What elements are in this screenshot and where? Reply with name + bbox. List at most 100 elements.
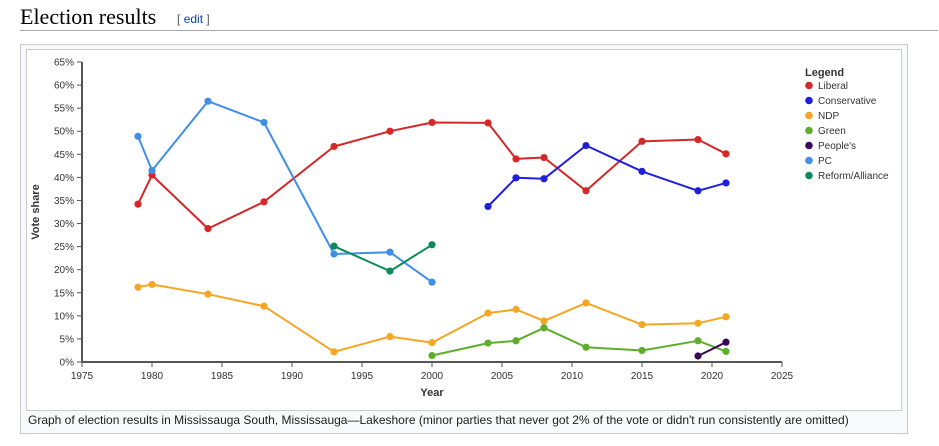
edit-bracket-close: ] [206,12,210,26]
data-point-pc [134,132,142,140]
data-point-liberal [260,198,268,206]
data-point-green [428,351,436,360]
data-point-liberal [512,155,520,163]
edit-link[interactable]: edit [183,12,204,26]
data-point-conservative [484,202,492,211]
data-point-liberal [330,142,338,151]
data-point-ndp [330,348,338,356]
x-tick-label: 2015 [631,371,654,382]
legend-label: NDP [818,111,839,122]
x-axis-title: Year [420,387,444,399]
y-tick-label: 40% [54,173,74,184]
data-point-liberal [694,135,702,144]
data-point-pc [204,97,212,105]
y-tick-label: 25% [54,242,74,253]
data-point-ndp [148,280,156,289]
data-point-people-s [722,338,730,346]
data-point-liberal [722,150,730,158]
y-tick-label: 10% [54,311,74,322]
y-tick-label: 50% [54,127,74,138]
x-tick-label: 2010 [561,371,584,382]
series-line-ndp [137,283,727,353]
data-point-ndp [428,339,436,347]
x-tick-label: 2000 [421,371,444,382]
x-tick-label: 1990 [281,371,304,382]
legend-swatch [805,126,813,135]
data-point-reform-alliance [386,267,394,275]
x-tick-label: 1995 [351,371,374,382]
x-tick-label: 2005 [491,371,514,382]
data-point-ndp [694,319,702,327]
data-point-green [638,346,646,355]
legend-label: Reform/Alliance [818,171,889,182]
y-tick-label: 45% [54,150,74,161]
data-point-green [512,337,520,345]
legend-swatch [805,81,813,90]
legend-label: Liberal [818,81,848,92]
data-point-ndp [386,333,394,341]
data-point-conservative [722,179,730,187]
data-point-green [694,337,702,345]
y-tick-label: 55% [54,104,74,115]
data-point-conservative [582,141,590,150]
data-point-liberal [428,118,436,127]
data-point-pc [260,118,268,127]
data-point-pc [386,248,394,256]
x-tick-label: 2025 [771,371,794,382]
section-heading: Election results [ edit ] [20,0,938,31]
data-point-liberal [540,153,548,162]
y-tick-label: 0% [60,358,75,369]
data-point-ndp [540,317,548,325]
legend-swatch [805,156,813,165]
x-tick-label: 2020 [701,371,724,382]
y-tick-label: 20% [54,265,74,276]
y-tick-label: 5% [60,334,75,345]
y-tick-label: 35% [54,196,74,207]
chart-figure: 0% 5% 10% 15% 20% 25% 30% 35% 40% 45% 50% 55% 60% 65%… [20,44,908,434]
data-point-liberal [638,137,646,145]
data-point-ndp [484,309,492,317]
data-point-ndp [204,290,212,298]
data-point-ndp [582,299,590,307]
data-point-green [582,343,590,351]
data-point-liberal [134,200,142,208]
series-line-people-s [697,341,727,357]
series-line-reform-alliance [333,243,433,273]
legend-title: Legend [805,67,844,79]
data-point-liberal [582,187,590,195]
data-point-people-s [694,352,702,360]
data-point-ndp [722,313,730,321]
series-line-liberal [137,121,727,230]
data-point-liberal [204,225,212,233]
data-point-green [484,339,492,347]
data-point-conservative [512,174,520,182]
data-point-green [540,324,548,332]
data-point-pc [330,250,338,258]
edit-bracket-open: [ [177,12,181,26]
legend-swatch [805,141,813,150]
x-tick-label: 1980 [141,371,164,382]
legend-label: Conservative [818,96,877,107]
legend-label: PC [818,156,832,167]
data-point-ndp [260,302,268,310]
data-point-liberal [386,127,394,135]
x-tick-label: 1975 [71,371,94,382]
legend-swatch [805,111,813,120]
chart-frame: 0% 5% 10% 15% 20% 25% 30% 35% 40% 45% 50% 55% 60% 65%… [26,49,902,411]
data-point-ndp [638,321,646,329]
data-point-liberal [484,119,492,127]
legend-swatch [805,171,813,180]
data-point-ndp [134,283,142,291]
x-tick-label: 1985 [211,371,234,382]
y-tick-label: 30% [54,219,74,230]
section-title: Election results [20,4,157,29]
chart-caption: Graph of election results in Mississauga… [28,413,849,427]
legend-label: Green [818,126,846,137]
legend-label: People's [818,141,856,152]
data-point-conservative [638,167,646,175]
data-point-ndp [512,305,520,313]
data-point-conservative [540,175,548,183]
data-point-reform-alliance [330,242,338,250]
data-point-conservative [694,187,702,195]
data-point-pc [148,166,156,175]
